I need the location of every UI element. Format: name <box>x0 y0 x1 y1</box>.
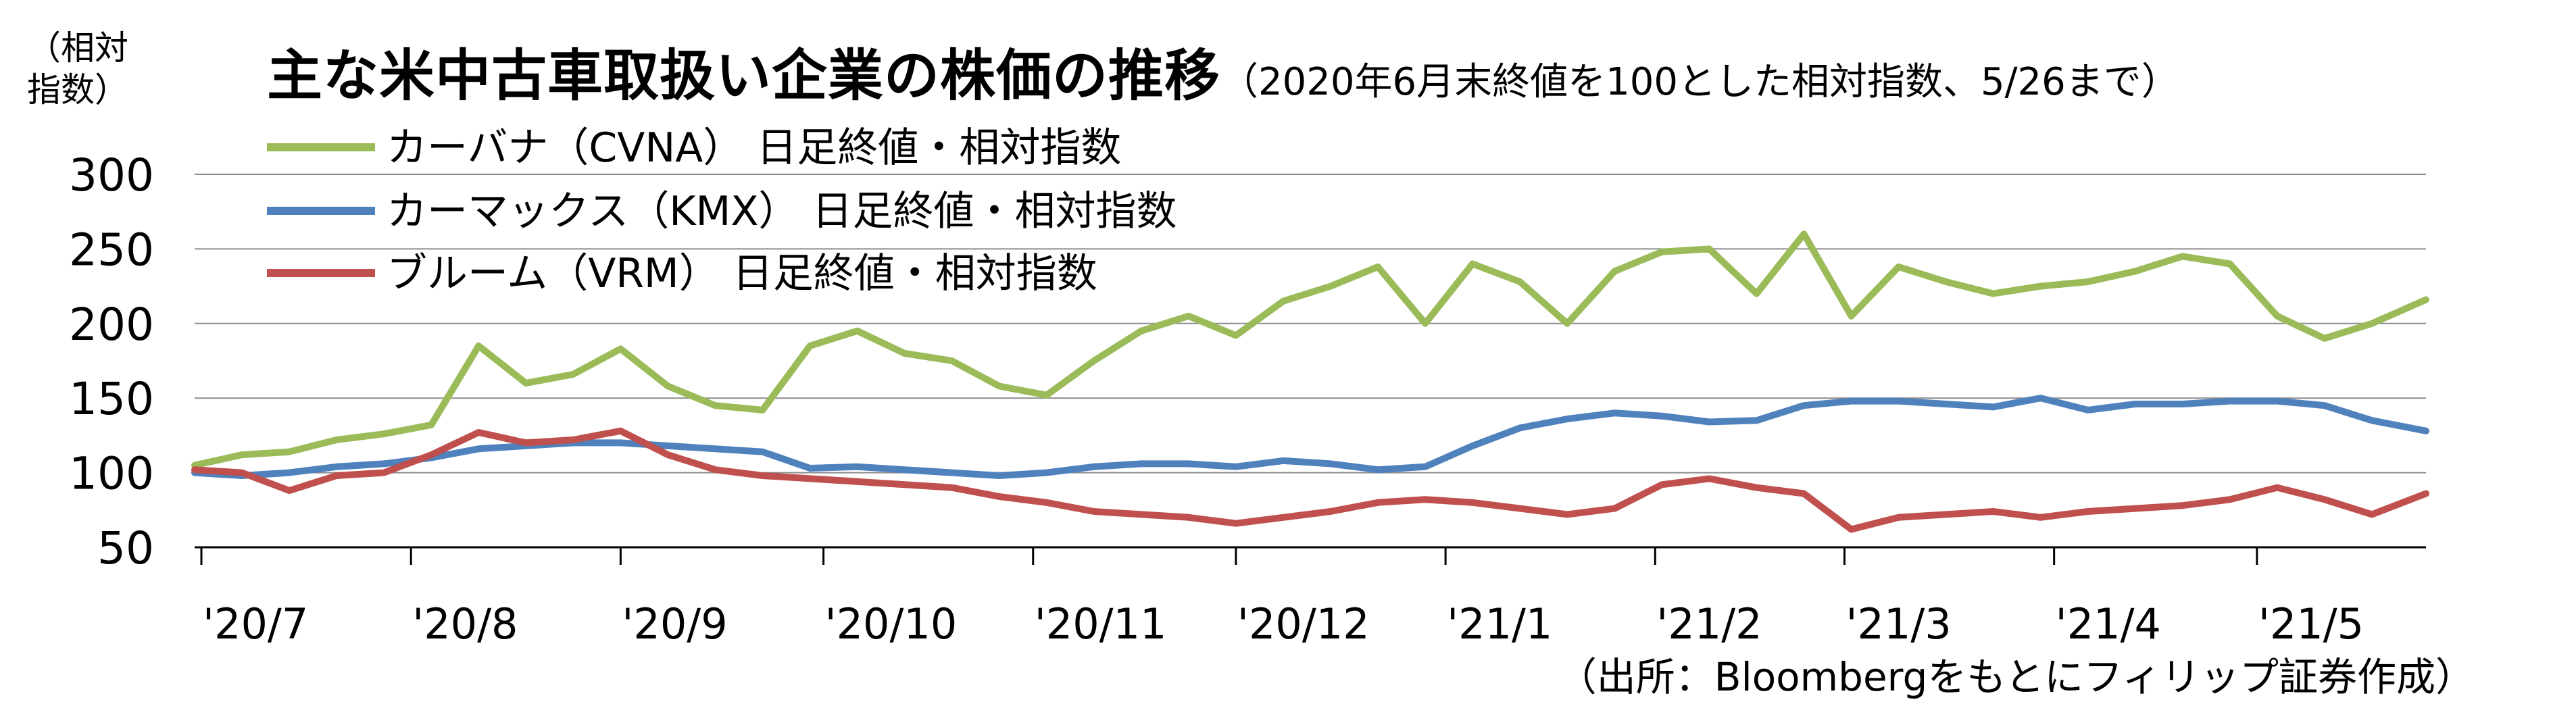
chart-title-main: 主な米中古車取扱い企業の株価の推移 <box>267 44 1221 108</box>
chart-title: 主な米中古車取扱い企業の株価の推移（2020年6月末終値を100とした相対指数、… <box>267 30 2179 111</box>
x-axis: '20/7 '20/8 '20/9 '20/10 '20/11 '20/12 '21/1 '2… <box>195 546 2426 649</box>
y-axis-unit-label: （相対 指数） <box>27 27 128 111</box>
x-tick-label: '21/5 <box>2258 599 2364 649</box>
x-tick-label: '20/12 <box>1237 599 1370 649</box>
y-tick-label: 150 <box>69 373 154 425</box>
source-note: （出所：Bloombergをもとにフィリップ証券作成） <box>1557 654 2475 700</box>
series-line-1 <box>191 395 2429 479</box>
x-tick-label: '20/9 <box>622 599 727 649</box>
x-tick-label: '21/3 <box>1846 599 1951 649</box>
y-tick-label: 100 <box>69 448 154 500</box>
legend-label: ブルーム（VRM） 日足終値・相対指数 <box>387 250 1097 297</box>
y-tick-label: 300 <box>69 149 154 201</box>
x-tick-label: '20/11 <box>1035 599 1167 649</box>
series-lines <box>191 230 2429 533</box>
chart-title-subtitle: （2020年6月末終値を100とした相対指数、5/26まで） <box>1220 60 2179 104</box>
legend-label: カーマックス（KMX） 日足終値・相対指数 <box>387 188 1177 235</box>
series-line-0 <box>191 230 2429 469</box>
x-tick-label: '21/4 <box>2056 599 2161 649</box>
x-tick-label: '21/2 <box>1656 599 1762 649</box>
x-tick-label: '20/10 <box>825 599 958 649</box>
y-tick-label: 200 <box>69 299 154 351</box>
unit-label-line-1: （相対 <box>27 28 128 68</box>
x-tick-label: '20/8 <box>412 599 518 649</box>
x-tick-label: '20/7 <box>203 599 308 649</box>
y-tick-label: 250 <box>69 224 154 276</box>
legend-label: カーバナ（CVNA） 日足終値・相対指数 <box>387 124 1121 172</box>
y-axis-ticks: 300 250 200 150 100 50 <box>69 149 154 574</box>
x-tick-label: '21/1 <box>1447 599 1552 649</box>
unit-label-line-2: 指数） <box>27 70 128 109</box>
y-tick-label: 50 <box>97 522 154 574</box>
series-line-2 <box>191 427 2429 533</box>
